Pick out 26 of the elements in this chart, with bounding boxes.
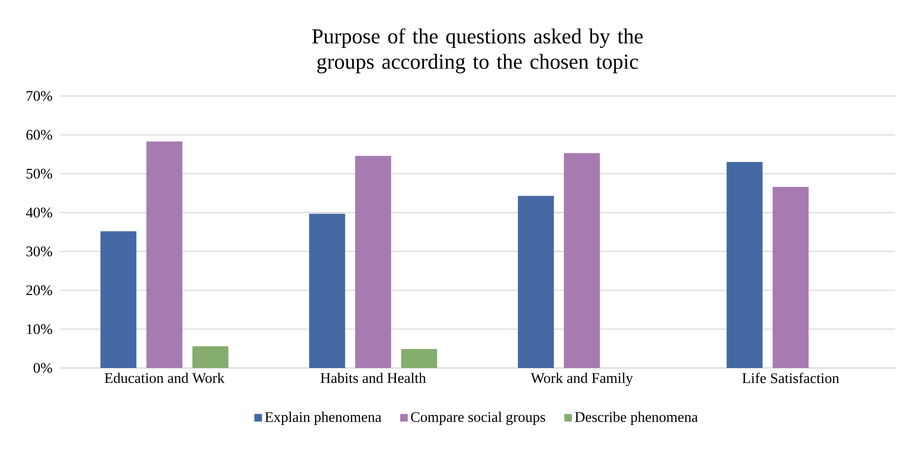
bar: [192, 346, 228, 368]
x-tick-label: Work and Family: [530, 372, 633, 386]
bar: [726, 162, 763, 368]
y-tick-label: 30%: [26, 246, 52, 256]
bar: [100, 231, 136, 368]
y-tick-label: 60%: [26, 130, 52, 140]
bar: [355, 156, 392, 368]
bar: [564, 153, 600, 368]
y-tick-label: 70%: [26, 91, 52, 101]
x-tick-label: Life Satisfaction: [742, 372, 840, 384]
y-tick-label: 10%: [27, 324, 52, 334]
legend-label: Explain phenomena: [265, 412, 382, 425]
bar: [309, 214, 346, 368]
x-tick-label: Habits and Health: [320, 372, 426, 384]
bar: [401, 348, 438, 368]
y-tick-label: 40%: [26, 208, 52, 218]
legend-label: Describe phenomena: [574, 412, 698, 425]
y-tick-label: 0%: [34, 363, 52, 373]
bar: [518, 196, 554, 368]
y-tick-label: 50%: [26, 168, 52, 179]
bar: [772, 186, 809, 368]
x-tick-label: Education and Work: [104, 372, 224, 384]
legend-label: Compare social groups: [411, 412, 546, 425]
bar: [146, 141, 182, 368]
chart-title: Purpose of the questions asked by the groups according to the chosen topic: [312, 28, 643, 74]
y-tick-label: 20%: [26, 285, 52, 296]
